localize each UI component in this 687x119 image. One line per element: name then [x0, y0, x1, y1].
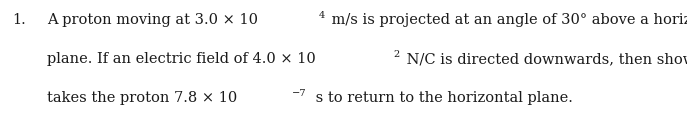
- Text: N/C is directed downwards, then show that it: N/C is directed downwards, then show tha…: [402, 52, 687, 66]
- Text: plane. If an electric field of 4.0 × 10: plane. If an electric field of 4.0 × 10: [47, 52, 315, 66]
- Text: takes the proton 7.8 × 10: takes the proton 7.8 × 10: [47, 91, 237, 105]
- Text: 1.: 1.: [12, 13, 26, 27]
- Text: A proton moving at 3.0 × 10: A proton moving at 3.0 × 10: [47, 13, 258, 27]
- Text: m/s is projected at an angle of 30° above a horizontal: m/s is projected at an angle of 30° abov…: [327, 13, 687, 27]
- Text: 2: 2: [394, 50, 400, 59]
- Text: −7: −7: [292, 89, 307, 98]
- Text: 4: 4: [319, 11, 325, 20]
- Text: s to return to the horizontal plane.: s to return to the horizontal plane.: [311, 91, 573, 105]
